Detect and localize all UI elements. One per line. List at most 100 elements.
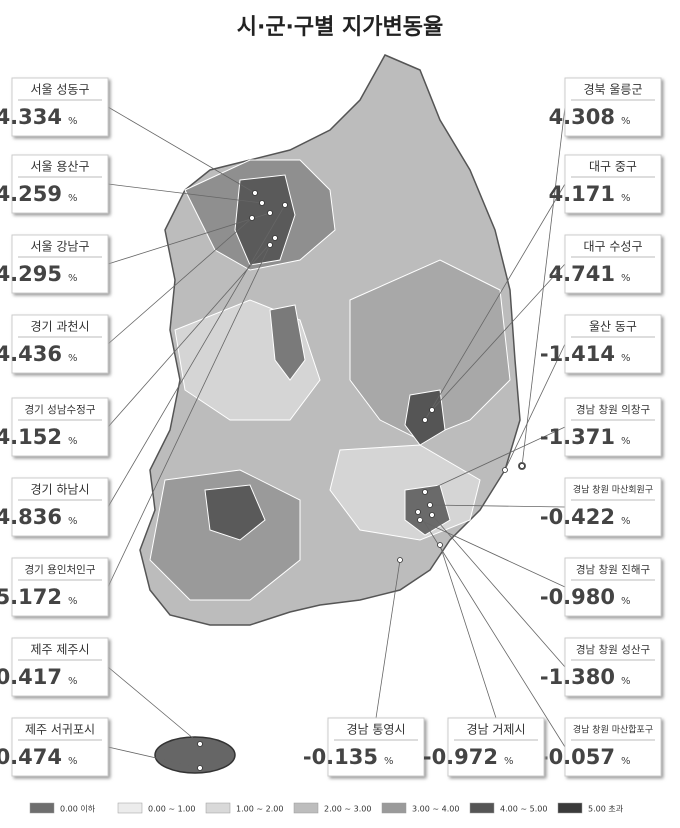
location-dot bbox=[427, 502, 433, 508]
callout-value: 4.741 bbox=[549, 262, 615, 286]
callout-name: 서울 성동구 bbox=[30, 83, 89, 97]
card-box bbox=[564, 637, 662, 697]
location-dot bbox=[502, 467, 508, 473]
callout-name: 울산 동구 bbox=[589, 320, 637, 334]
location-dot bbox=[252, 190, 258, 196]
location-dot bbox=[267, 242, 273, 248]
legend-label: 1.00 ~ 2.00 bbox=[236, 805, 283, 814]
callout-value: 4.308 bbox=[549, 105, 615, 129]
callout-card: 경기 과천시 4.436% bbox=[0, 314, 109, 374]
callout-value: 5.172 bbox=[0, 585, 62, 609]
legend: 0.00 이하 0.00 ~ 1.00 1.00 ~ 2.00 2.00 ~ 3.00… bbox=[29, 802, 624, 814]
legend-swatch bbox=[29, 802, 55, 814]
legend-label: 3.00 ~ 4.00 bbox=[412, 805, 459, 814]
callout-card: 경기 성남수정구 4.152% bbox=[0, 397, 109, 457]
location-dot bbox=[519, 463, 525, 469]
callout-unit: % bbox=[621, 193, 631, 204]
callout-unit: % bbox=[68, 596, 78, 607]
callout-value: 4.436 bbox=[0, 342, 62, 366]
callout-value: 4.295 bbox=[0, 262, 62, 286]
title: 시·군·구별 지가변동율 bbox=[237, 15, 444, 40]
callout-unit: % bbox=[68, 116, 78, 127]
legend-label: 0.00 이하 bbox=[60, 804, 96, 814]
legend-swatch bbox=[557, 802, 583, 814]
callout-value: 4.836 bbox=[0, 505, 62, 529]
callout-name: 서울 용산구 bbox=[30, 160, 89, 174]
location-dot bbox=[282, 202, 288, 208]
leader-line bbox=[107, 212, 271, 265]
location-dot bbox=[272, 235, 278, 241]
callout-unit: % bbox=[621, 116, 631, 127]
callout-value: 4.171 bbox=[549, 182, 615, 206]
callout-value: -0.057 bbox=[540, 745, 615, 769]
callout-value: -1.371 bbox=[540, 425, 615, 449]
legend-swatch bbox=[205, 802, 231, 814]
card-box bbox=[327, 717, 425, 777]
legend-swatch bbox=[293, 802, 319, 814]
callout-name: 경북 울릉군 bbox=[583, 83, 642, 97]
callout-unit: % bbox=[504, 756, 514, 767]
leader-line bbox=[431, 263, 566, 411]
callout-value: -0.417 bbox=[0, 665, 62, 689]
callout-name: 경남 창원 의창구 bbox=[576, 403, 651, 416]
callout-card: 경남 창원 의창구 -1.371% bbox=[540, 397, 662, 457]
card-box bbox=[564, 77, 662, 137]
callout-unit: % bbox=[68, 353, 78, 364]
leader-line bbox=[375, 559, 401, 719]
leader-line bbox=[107, 183, 263, 204]
location-dot bbox=[267, 210, 273, 216]
callout-name: 경남 창원 마산회원구 bbox=[573, 484, 653, 496]
card-box bbox=[11, 637, 109, 697]
card-box bbox=[11, 77, 109, 137]
card-box bbox=[11, 557, 109, 617]
card-box bbox=[564, 397, 662, 457]
callout-unit: % bbox=[621, 353, 631, 364]
leader-line bbox=[417, 511, 566, 748]
leader-line bbox=[107, 244, 271, 588]
callout-name: 경남 거제시 bbox=[466, 723, 525, 737]
leader-line bbox=[439, 544, 497, 719]
legend-label: 0.00 ~ 1.00 bbox=[148, 805, 195, 814]
callout-card: 경남 통영시 -0.135% bbox=[303, 717, 425, 777]
callout-value: -0.135 bbox=[303, 745, 378, 769]
callout-unit: % bbox=[384, 756, 394, 767]
card-box bbox=[11, 397, 109, 457]
callout-card: 경남 창원 성산구 -1.380% bbox=[540, 637, 662, 697]
callout-value: -0.422 bbox=[540, 505, 615, 529]
callout-value: 4.259 bbox=[0, 182, 62, 206]
callout-value: -1.414 bbox=[540, 342, 615, 366]
leader-line bbox=[424, 183, 566, 421]
callout-card: 경남 창원 마산합포구 -0.057% bbox=[540, 717, 662, 777]
callout-name: 제주 제주시 bbox=[30, 643, 89, 657]
legend-swatch bbox=[381, 802, 407, 814]
callout-card: 경남 창원 마산회원구 -0.422% bbox=[540, 477, 662, 537]
callout-unit: % bbox=[621, 756, 631, 767]
card-box bbox=[564, 477, 662, 537]
legend-swatch bbox=[469, 802, 495, 814]
callout-name: 경기 성남수정구 bbox=[25, 403, 96, 416]
leader-line bbox=[107, 204, 286, 508]
map bbox=[139, 54, 526, 774]
callout-card: 서울 용산구 4.259% bbox=[0, 154, 109, 214]
callout-name: 제주 서귀포시 bbox=[25, 723, 95, 737]
location-dot bbox=[429, 512, 435, 518]
legend-label: 2.00 ~ 3.00 bbox=[324, 805, 371, 814]
card-box bbox=[564, 234, 662, 294]
leader-line bbox=[521, 106, 566, 467]
callout-value: -1.380 bbox=[540, 665, 615, 689]
callout-unit: % bbox=[68, 756, 78, 767]
callout-name: 경기 과천시 bbox=[30, 319, 89, 334]
location-dot bbox=[249, 215, 255, 221]
callout-unit: % bbox=[621, 516, 631, 527]
location-dot bbox=[397, 557, 403, 563]
location-dot bbox=[422, 489, 428, 495]
leader-line bbox=[419, 519, 566, 588]
callout-name: 경기 용인처인구 bbox=[25, 563, 96, 576]
callout-card: 경북 울릉군 4.308% bbox=[549, 77, 662, 137]
location-dot bbox=[429, 407, 435, 413]
legend-label: 5.00 초과 bbox=[588, 805, 624, 814]
callout-unit: % bbox=[68, 273, 78, 284]
leader-line bbox=[429, 504, 566, 508]
callout-name: 경기 하남시 bbox=[30, 483, 89, 497]
